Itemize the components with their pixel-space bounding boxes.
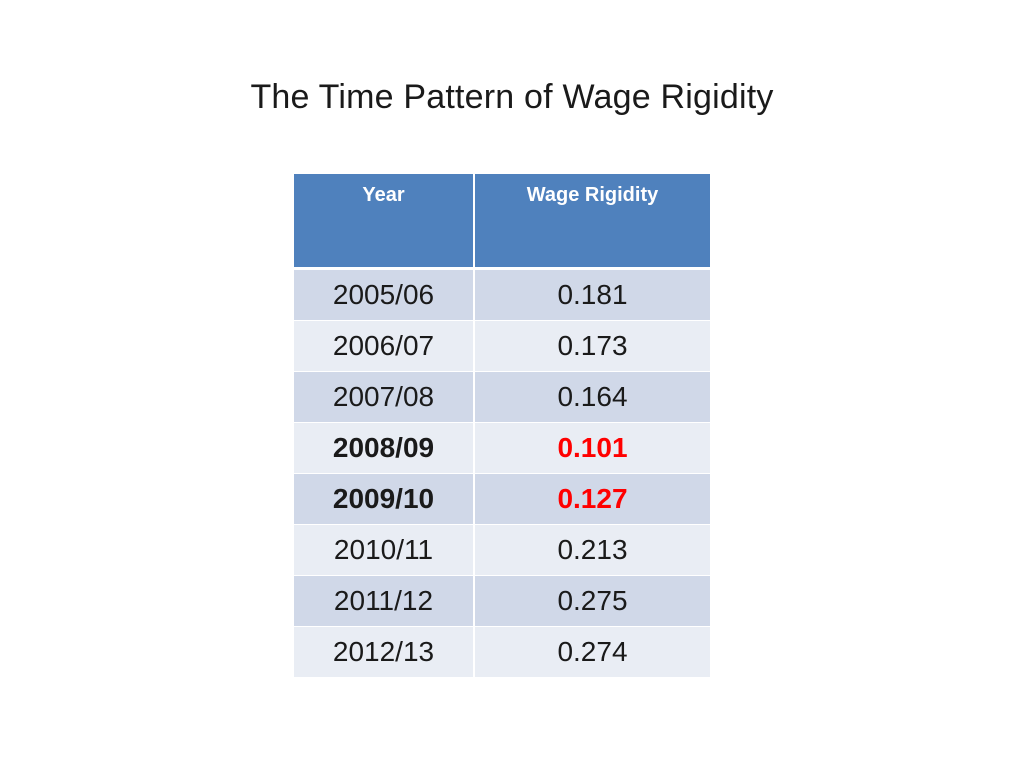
cell-wage-rigidity: 0.181 [475, 270, 710, 321]
cell-wage-rigidity-highlighted: 0.127 [475, 474, 710, 525]
table-row-highlighted: 2008/09 0.101 [294, 423, 710, 474]
cell-year: 2009/10 [294, 474, 475, 525]
cell-wage-rigidity: 0.213 [475, 525, 710, 576]
cell-year: 2010/11 [294, 525, 475, 576]
table-row: 2006/07 0.173 [294, 321, 710, 372]
table-row: 2005/06 0.181 [294, 270, 710, 321]
table-row: 2011/12 0.275 [294, 576, 710, 627]
cell-year: 2011/12 [294, 576, 475, 627]
cell-year: 2006/07 [294, 321, 475, 372]
cell-wage-rigidity: 0.274 [475, 627, 710, 678]
cell-year: 2012/13 [294, 627, 475, 678]
column-header-wage-rigidity: Wage Rigidity [475, 174, 710, 270]
column-header-year: Year [294, 174, 475, 270]
table-row: 2010/11 0.213 [294, 525, 710, 576]
cell-year: 2007/08 [294, 372, 475, 423]
cell-year: 2008/09 [294, 423, 475, 474]
cell-year: 2005/06 [294, 270, 475, 321]
cell-wage-rigidity: 0.164 [475, 372, 710, 423]
wage-rigidity-table: Year Wage Rigidity 2005/06 0.181 2006/07… [294, 174, 710, 678]
table-header-row: Year Wage Rigidity [294, 174, 710, 270]
table-row: 2012/13 0.274 [294, 627, 710, 678]
slide-title: The Time Pattern of Wage Rigidity [250, 78, 774, 116]
table-row-highlighted: 2009/10 0.127 [294, 474, 710, 525]
cell-wage-rigidity-highlighted: 0.101 [475, 423, 710, 474]
cell-wage-rigidity: 0.173 [475, 321, 710, 372]
cell-wage-rigidity: 0.275 [475, 576, 710, 627]
table-row: 2007/08 0.164 [294, 372, 710, 423]
